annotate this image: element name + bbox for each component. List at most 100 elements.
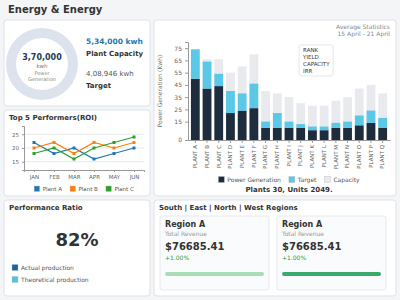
x-axis-tick: PLANT L <box>321 140 327 168</box>
x-axis-tick-mark <box>324 140 325 143</box>
x-axis-tick: PLANT F <box>251 140 257 168</box>
card-text: $76685.41 <box>165 241 225 252</box>
x-axis-tick: JAN <box>29 170 39 181</box>
bar <box>308 127 317 131</box>
x-axis-tick-label: PLANT D <box>227 145 233 169</box>
y-axis-tick: 25 <box>12 132 24 138</box>
bar <box>238 67 247 141</box>
info-box-text: RANKYIELDCAPACITYIRR <box>302 47 330 74</box>
bar <box>273 128 282 140</box>
bar <box>320 106 329 140</box>
y-axis-tick: 20 <box>12 145 24 151</box>
card-text: Total Revenue <box>281 230 324 237</box>
x-axis-tick-label: PLANT G <box>262 145 268 169</box>
bar <box>238 93 247 110</box>
legend-item: Power Generation <box>218 176 281 183</box>
bar <box>378 93 387 140</box>
line-chart: Top 5 Performers(ROI)152025JANFEBMARAPRM… <box>4 110 150 196</box>
bar <box>285 122 294 128</box>
x-axis-tick-label: PLANT E <box>239 144 245 167</box>
x-axis-tick: PLANT Q <box>379 140 385 169</box>
legend: Theoretical production <box>12 276 89 284</box>
x-axis-tick-label: PLANT Q <box>379 144 385 168</box>
card-frame <box>160 216 269 290</box>
y-axis-tick-label: 25 <box>174 106 182 113</box>
y-axis-tick: 35 <box>174 94 188 101</box>
bar <box>367 111 376 123</box>
x-axis-tick-mark <box>312 140 313 143</box>
y-axis-tick-mark <box>185 122 188 123</box>
x-axis-tick-label: PLANT K <box>309 145 315 168</box>
info-box-frame <box>299 45 333 76</box>
grid <box>24 134 144 162</box>
legend: Plant A Plant B Plant C <box>34 186 134 192</box>
marker <box>53 152 56 155</box>
bar <box>249 84 258 109</box>
y-axis-tick-label: 15 <box>12 159 19 165</box>
x-axis-tick: PLANT N <box>344 140 350 169</box>
bar <box>320 127 329 131</box>
y-axis-tick-label: 15 <box>174 118 182 125</box>
lines <box>33 136 136 161</box>
legend-label: Actual production <box>21 264 74 272</box>
y-axis-tick-label: 20 <box>12 145 19 151</box>
legend-swatch <box>324 177 330 183</box>
y-axis-tick-label: 75 <box>174 45 182 52</box>
kpi-value: 3,70,000 <box>22 53 62 62</box>
legend: Actual production <box>12 264 74 272</box>
kpi-panel: Performance Ratio82%Actual productionThe… <box>4 200 150 296</box>
bar <box>296 128 305 140</box>
card-text: +1.00% <box>282 254 306 261</box>
x-axis-tick: APR <box>89 170 100 180</box>
marker <box>33 147 36 150</box>
x-axis-tick-label: MAR <box>68 174 81 180</box>
grid-line <box>24 134 144 135</box>
marker <box>33 152 36 155</box>
marker <box>113 152 116 155</box>
legend-label: Plant C <box>114 186 134 192</box>
x-axis-tick-mark <box>370 140 371 143</box>
grid-line <box>24 161 144 162</box>
legend-item: Plant B <box>70 186 98 192</box>
legend-item: Theoretical production <box>12 276 89 284</box>
bar <box>273 93 282 140</box>
y-axis-tick-label: 55 <box>174 69 182 76</box>
x-axis-tick: PLANT E <box>239 140 245 168</box>
x-axis-title: Plants 30, Units 2049. <box>245 186 332 194</box>
y-axis-tick: 45 <box>174 81 188 88</box>
marker <box>73 147 76 150</box>
y-axis-tick-label: 0 <box>178 136 182 143</box>
y-axis-tick-mark <box>22 134 24 135</box>
y-axis-tick: 15 <box>12 159 24 165</box>
kpi-panel: South | East | North | West RegionsRegio… <box>154 200 396 296</box>
bar <box>238 111 247 140</box>
marker <box>113 141 116 144</box>
kpi-stat: 5,34,000 kwh <box>86 37 143 46</box>
bar <box>343 97 352 140</box>
bar <box>249 108 258 140</box>
y-axis-tick-mark <box>185 97 188 98</box>
marker <box>93 141 96 144</box>
kpi-title-line: Generation <box>28 76 56 82</box>
bar <box>308 106 317 140</box>
x-axis-tick-mark <box>347 140 348 143</box>
x-axis-tick-mark <box>218 140 219 143</box>
x-axis-tick: PLANT A <box>192 140 198 168</box>
x-axis-tick: PLANT B <box>204 140 210 168</box>
panel <box>4 200 150 296</box>
x-axis-tick: PLANT K <box>309 140 315 168</box>
bar <box>191 79 200 140</box>
x-axis-line <box>25 171 145 173</box>
x-axis-tick-mark <box>242 140 243 143</box>
y-axis-tick: 15 <box>174 118 188 125</box>
bar <box>285 97 294 140</box>
bar <box>203 62 212 89</box>
bar <box>203 89 212 140</box>
region-card: Region ATotal Revenue$76685.41+1.00% <box>277 216 386 290</box>
marker <box>73 152 76 155</box>
legend-label: Plant A <box>43 186 63 192</box>
x-axis-tick-mark <box>54 170 55 172</box>
x-axis-tick-label: PLANT C <box>215 145 221 168</box>
card-text: $76685.41 <box>282 241 342 252</box>
x-axis-tick-mark <box>207 140 208 143</box>
